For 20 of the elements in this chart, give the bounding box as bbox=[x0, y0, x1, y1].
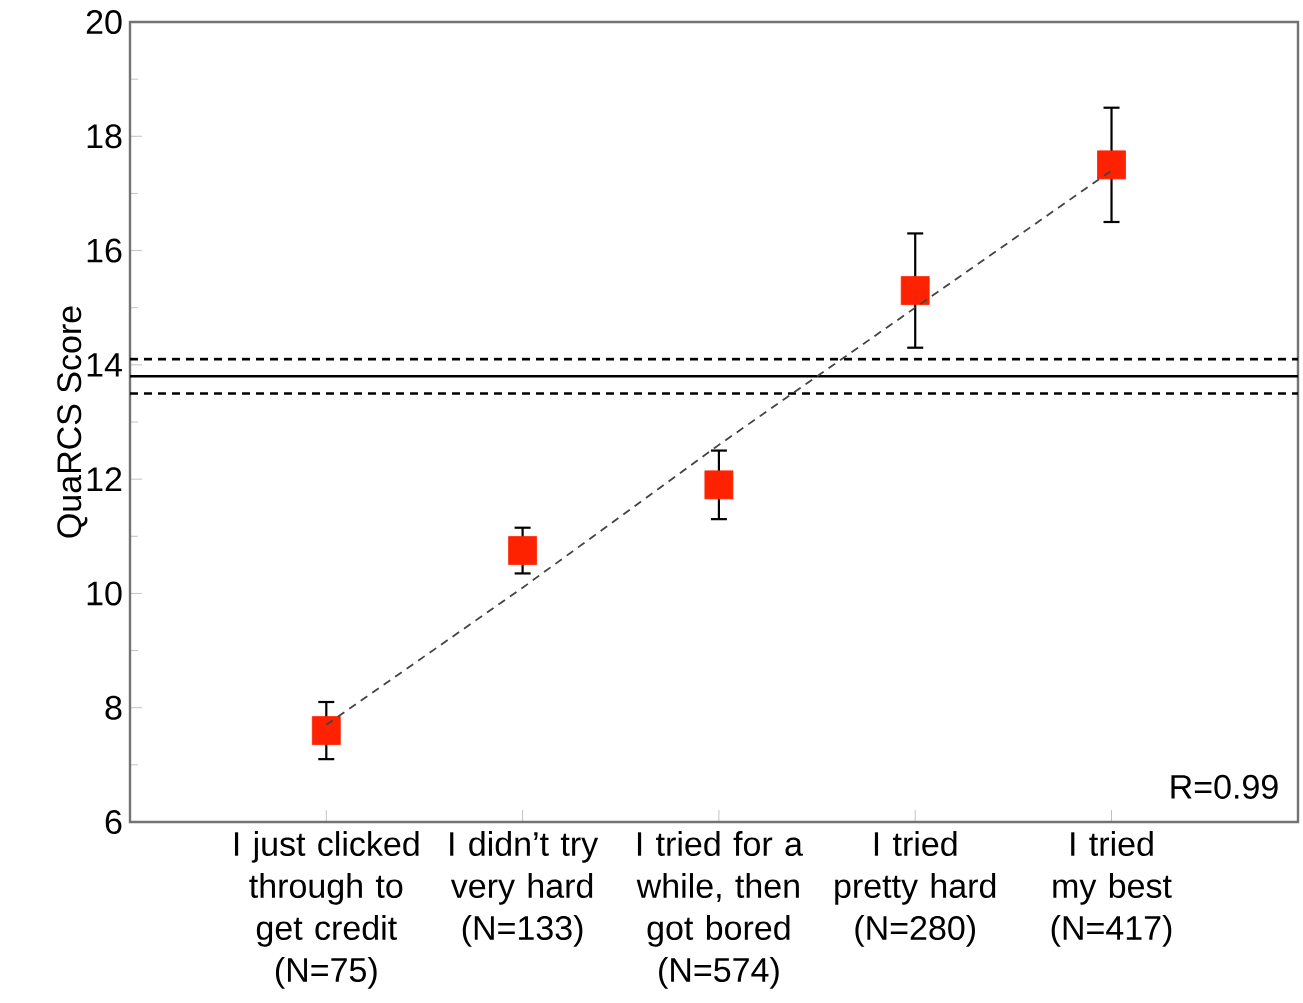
point bbox=[704, 470, 734, 500]
y-tick-label: 18 bbox=[87, 124, 122, 149]
y-axis-title: QuaRCS Score bbox=[57, 306, 88, 538]
y-tick-label: 16 bbox=[87, 238, 122, 263]
point bbox=[311, 716, 341, 745]
point bbox=[508, 536, 537, 565]
x-tick-label: I just clicked through to get credit (N=75) bbox=[234, 831, 419, 989]
y-tick-label: 10 bbox=[87, 581, 122, 606]
x-tick-label: I tried my best (N=417) bbox=[1051, 831, 1172, 947]
x-tick-label: I tried pretty hard (N=280) bbox=[835, 831, 996, 947]
y-tick-label: 20 bbox=[86, 9, 122, 35]
annotation: R=0.99 bbox=[1171, 774, 1278, 799]
point bbox=[900, 276, 930, 305]
point bbox=[1097, 150, 1126, 180]
y-tick-label: 14 bbox=[87, 353, 122, 377]
y-tick-label: 6 bbox=[105, 809, 122, 835]
x-tick-label: I didn’t try very hard (N=133) bbox=[450, 831, 599, 947]
x-tick-label: I tried for a while, then got bored (N=574) bbox=[636, 831, 803, 989]
y-tick-label: 12 bbox=[87, 467, 122, 492]
y-tick-label: 8 bbox=[105, 695, 122, 720]
